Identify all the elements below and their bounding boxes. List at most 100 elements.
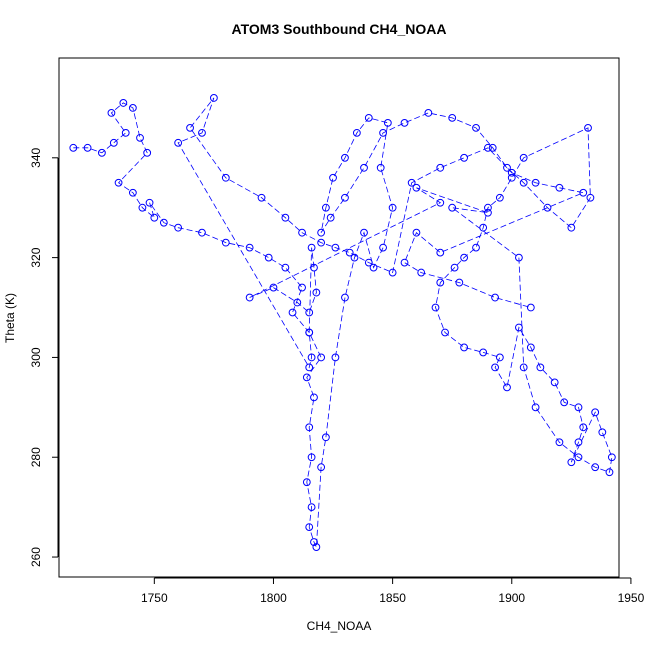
data-point [607,453,616,462]
data-point [436,163,445,172]
data-point [472,243,480,252]
data-point [310,393,318,402]
data-point [519,153,528,162]
data-point [495,193,504,202]
data-point [69,143,78,152]
data-point [321,203,330,212]
x-tick-label: 1950 [618,591,645,605]
data-point [317,353,326,362]
data-point [591,463,600,472]
data-point [536,363,545,372]
data-point [436,248,445,257]
data-point [331,353,340,362]
data-point [495,353,504,362]
data-point [460,153,469,162]
data-point [574,453,583,462]
data-point [317,463,326,472]
data-point [567,223,576,232]
data-point [503,163,511,172]
data-point [317,238,326,247]
x-axis-label: CH4_NOAA [307,619,372,633]
data-point [121,128,130,137]
data-point [484,208,492,217]
data-point [460,343,469,352]
data-point [412,183,421,192]
data-point [221,238,230,247]
data-point [400,258,409,267]
data-point [186,123,194,132]
data-point [298,228,306,237]
y-tick-label: 280 [29,447,43,467]
data-point [584,123,592,132]
data-point [269,283,278,292]
y-tick-label: 300 [29,347,43,367]
y-tick-label: 340 [29,147,43,167]
data-point [128,188,137,197]
data-point [484,143,492,152]
data-point [507,173,516,182]
data-point [574,403,583,412]
data-point [350,253,359,262]
data-point [436,278,445,287]
data-point [383,118,392,127]
data-point [150,213,159,222]
data-point [310,263,318,272]
data-point [307,243,316,252]
data-point [567,458,576,467]
data-point [307,503,316,512]
plot-frame [58,57,620,578]
x-axis: 1750 1800 1850 1900 1950 [141,577,645,605]
data-point [491,293,499,302]
data-point [526,343,535,352]
data-point [107,108,116,117]
series-line [73,97,613,549]
data-point [598,428,607,437]
data-point [515,253,523,262]
data-point [531,403,540,412]
data-point [312,543,321,551]
data-point [448,203,457,212]
data-point [198,228,206,237]
data-point [605,468,614,477]
data-point [352,128,361,137]
data-point [305,308,314,317]
data-point [543,203,552,212]
data-point [83,143,92,152]
data-point [488,143,497,152]
data-point [302,373,311,382]
data-point [326,213,335,222]
data-point [388,268,397,277]
data-point [310,538,318,546]
data-point [591,408,600,417]
data-point [417,268,426,277]
y-axis: 260 280 300 320 340 [29,147,59,567]
data-point [209,94,218,102]
data-point [360,228,368,237]
data-point [550,378,559,387]
data-point [574,438,583,447]
data-point [281,213,290,222]
data-point [412,228,421,237]
data-point [174,223,183,232]
data-point [305,363,314,372]
y-tick-label: 260 [29,547,43,567]
data-point [450,263,459,272]
x-tick-label: 1750 [141,591,168,605]
data-point [519,363,528,372]
data-point [128,104,137,112]
data-point [455,278,464,287]
data-point [341,293,349,302]
data-point [555,183,564,192]
y-axis-label: Theta (K) [3,293,17,343]
data-point [484,203,492,212]
data-point [305,328,314,337]
data-point [560,398,569,407]
data-point [145,198,154,207]
data-point [143,148,152,157]
data-point [305,523,314,531]
data-point [174,138,183,147]
data-point [329,173,337,182]
data-point [431,303,440,312]
